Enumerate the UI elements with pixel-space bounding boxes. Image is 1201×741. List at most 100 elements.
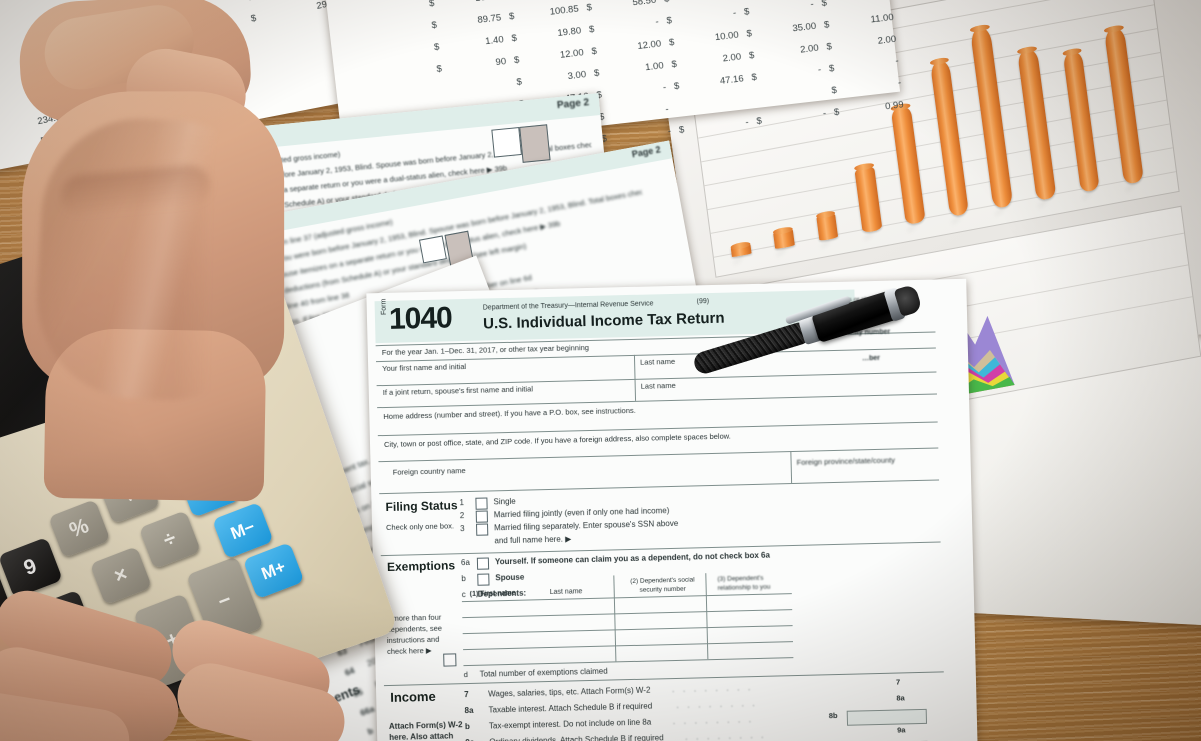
fs-checkbox-3[interactable]: [476, 523, 489, 536]
spouse-ssn-note: …ber: [862, 354, 881, 363]
inc-amount-field-8b[interactable]: [846, 708, 928, 726]
form-1040-main: Form 1040 Department of the Treasury—Int…: [366, 278, 978, 741]
bar-10: [1104, 27, 1144, 185]
form-word: Form: [380, 298, 388, 316]
cell-cur-0-0: $: [428, 0, 436, 10]
cell-0-0: 16.65: [444, 0, 499, 8]
cell-1-3: 140.37: [679, 0, 734, 3]
cell-cur-2-4: $: [743, 6, 750, 18]
bar-label-6: ––––: [950, 214, 962, 225]
cell-6-5: -: [897, 77, 902, 89]
cell-cur-1-2: $: [585, 2, 593, 14]
ex-checkbox-6a[interactable]: [476, 557, 490, 570]
income-attach-note: Attach Form(s) W-2 here. Also attach For…: [388, 720, 463, 741]
cell-2-4: -: [809, 0, 815, 11]
cell-1-2: 58.50: [631, 0, 657, 9]
fs-label-1: Single: [493, 496, 516, 507]
bar-9: [1062, 50, 1100, 193]
exemptions-total-label: Total number of exemptions claimed: [479, 666, 608, 679]
bar-4: [854, 165, 882, 234]
hand-shading: [32, 113, 277, 406]
cell-2-1: 19.80: [556, 25, 582, 39]
cell-3-0: 90: [495, 56, 507, 69]
cell-cur-3-1: $: [513, 54, 520, 67]
ex-num-6a: 6a: [460, 557, 470, 568]
cell-5-5: -: [894, 55, 900, 67]
cell-3-4: 35.00: [791, 20, 817, 35]
fs-label-cont: and full name here. ▶: [494, 534, 572, 546]
inc-num-b: b: [464, 722, 470, 732]
home-address-label: Home address (number and street). If you…: [383, 405, 636, 422]
year-line: For the year Jan. 1–Dec. 31, 2017, or ot…: [381, 342, 590, 358]
last-name-label-2: Last name: [640, 380, 676, 391]
pg2c-pm-num-66a: 66a: [358, 703, 376, 718]
inc-leader-b: . . . . . . . .: [672, 715, 755, 727]
cell-cur-3-0: $: [435, 63, 443, 75]
inc-num-8a: 8a: [464, 705, 474, 716]
ex-label-6a: Yourself. If someone can claim you as a …: [494, 550, 771, 567]
bar-label-7: ––––: [994, 206, 1005, 217]
fs-label-3: Married filing separately. Enter spouse'…: [494, 518, 679, 533]
exemptions-heading: Exemptions: [386, 558, 456, 574]
bar-label-8: ––––: [1037, 198, 1049, 209]
cell-cur-1-1: $: [508, 10, 515, 23]
foreign-country-label: Foreign country name: [392, 466, 466, 477]
bar-7: [970, 26, 1013, 209]
dep-first-name-hdr: (1) First name: [469, 589, 516, 598]
bar-5: [891, 104, 926, 226]
inc-label-8a: Taxable interest. Attach Schedule B if r…: [488, 701, 653, 715]
bar-label-9: ––––: [1081, 189, 1093, 201]
inc-label-7: Wages, salaries, tips, etc. Attach Form(…: [488, 685, 651, 699]
cell-cur-4-2: $: [593, 67, 600, 80]
cell-5-2: -: [662, 82, 667, 94]
fs-num-3: 3: [460, 524, 465, 534]
cell-cur-1-3: $: [663, 0, 670, 5]
cell-4-4: 2.00: [799, 42, 820, 56]
cell-cur-2-0: $: [433, 41, 440, 54]
city-label: City, town or post office, state, and ZI…: [383, 431, 731, 450]
fs-num-1: 1: [459, 498, 465, 508]
inc-num-7: 7: [464, 690, 469, 700]
cell-cur-4-5: $: [825, 41, 833, 53]
cell-3-3: 10.00: [714, 29, 740, 44]
ex-checkbox-b[interactable]: [477, 573, 490, 586]
filing-status-note: Check only one box.: [385, 521, 455, 532]
more-dependents-checkbox[interactable]: [443, 653, 457, 667]
bar-label-10: ––––: [1124, 181, 1136, 193]
cell-cur-7-3: $: [678, 124, 685, 136]
ex-num-c: c: [461, 590, 466, 600]
bar-label-5: ––––: [906, 222, 918, 233]
fs-checkbox-1[interactable]: [475, 497, 488, 510]
cell-5-3: 47.16: [719, 73, 745, 87]
cell-3-1: 12.00: [559, 47, 585, 61]
cell-cur-5-3: $: [673, 80, 680, 93]
left-hand-index-finger: [164, 612, 352, 741]
cell-cur-0-1: $: [506, 0, 513, 1]
cell-2-3: -: [732, 7, 737, 20]
cell-cur-6-5: $: [830, 84, 838, 97]
cell-cur-4-4: $: [748, 49, 755, 62]
ex-label-b: Spouse: [495, 572, 525, 583]
cell-5-4: -: [817, 64, 822, 76]
cell-cur-2-2: $: [588, 23, 595, 36]
inc-box-num-8b: 8b: [828, 711, 838, 721]
fs-num-2: 2: [459, 511, 465, 521]
last-name-label-1: Last name: [640, 356, 676, 367]
ex-num-b: b: [461, 574, 466, 584]
bar-2: [773, 228, 795, 250]
fs-checkbox-2[interactable]: [475, 510, 488, 523]
cell-cur-2-1: $: [510, 32, 518, 45]
exemptions-note: If more than four dependents, see instru…: [386, 612, 443, 656]
cell-cur-3-4: $: [745, 28, 753, 40]
cell-3-5: 11.00: [870, 11, 895, 26]
first-name-label: Your first name and initial: [382, 361, 467, 374]
cell-cur-1-0: $: [430, 19, 438, 32]
cell-4-2: 1.00: [644, 60, 665, 74]
cell-4-1: 3.00: [567, 69, 587, 83]
inc-label-9a: Ordinary dividends. Attach Schedule B if…: [489, 733, 664, 741]
dep-relationship-hdr: (3) Dependent's relationship to you: [717, 574, 771, 592]
inc-leader-8a: . . . . . . . .: [676, 698, 758, 710]
cell-cur-7-4: $: [755, 115, 763, 128]
cell-cur-2-3: $: [665, 15, 673, 27]
